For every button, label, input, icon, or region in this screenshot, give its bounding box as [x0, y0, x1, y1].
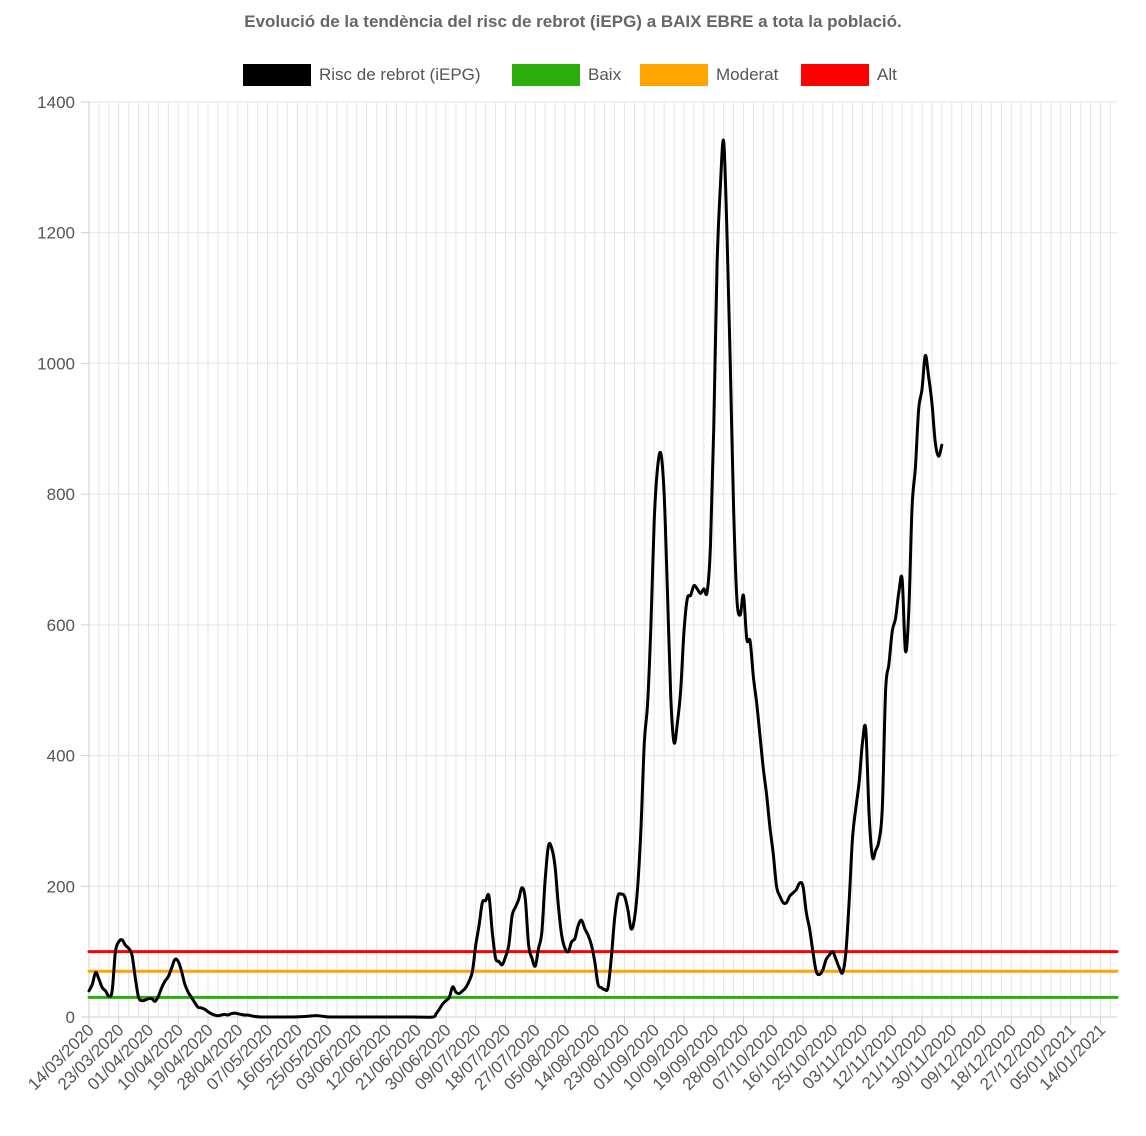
legend-label-alt: Alt [877, 65, 897, 84]
legend-item-baix[interactable]: Baix [512, 64, 632, 88]
legend-item-alt[interactable]: Alt [801, 64, 911, 88]
y-tick-label: 800 [47, 485, 75, 504]
legend-item-moderat[interactable]: Moderat [640, 64, 800, 88]
y-tick-label: 1400 [37, 93, 75, 112]
y-tick-label: 600 [47, 616, 75, 635]
y-tick-label: 200 [47, 877, 75, 896]
legend-label-risc: Risc de rebrot (iEPG) [319, 65, 481, 84]
legend-label-baix: Baix [588, 65, 622, 84]
legend-swatch-moderat [640, 64, 708, 86]
series-line-risc-de-rebrot-iepg [87, 138, 944, 1019]
chart-title: Evolució de la tendència del risc de reb… [244, 12, 902, 31]
y-tick-label: 400 [47, 747, 75, 766]
legend-swatch-baix [512, 64, 580, 86]
legend-swatch-alt [801, 64, 869, 86]
legend-label-moderat: Moderat [716, 65, 779, 84]
y-tick-label: 1200 [37, 224, 75, 243]
y-tick-label: 1000 [37, 354, 75, 373]
legend-swatch-risc [243, 64, 311, 86]
y-tick-label: 0 [66, 1008, 75, 1027]
chart-legend: Risc de rebrot (iEPG) Baix Moderat Alt [0, 64, 1146, 88]
legend-item-risc[interactable]: Risc de rebrot (iEPG) [243, 64, 513, 88]
